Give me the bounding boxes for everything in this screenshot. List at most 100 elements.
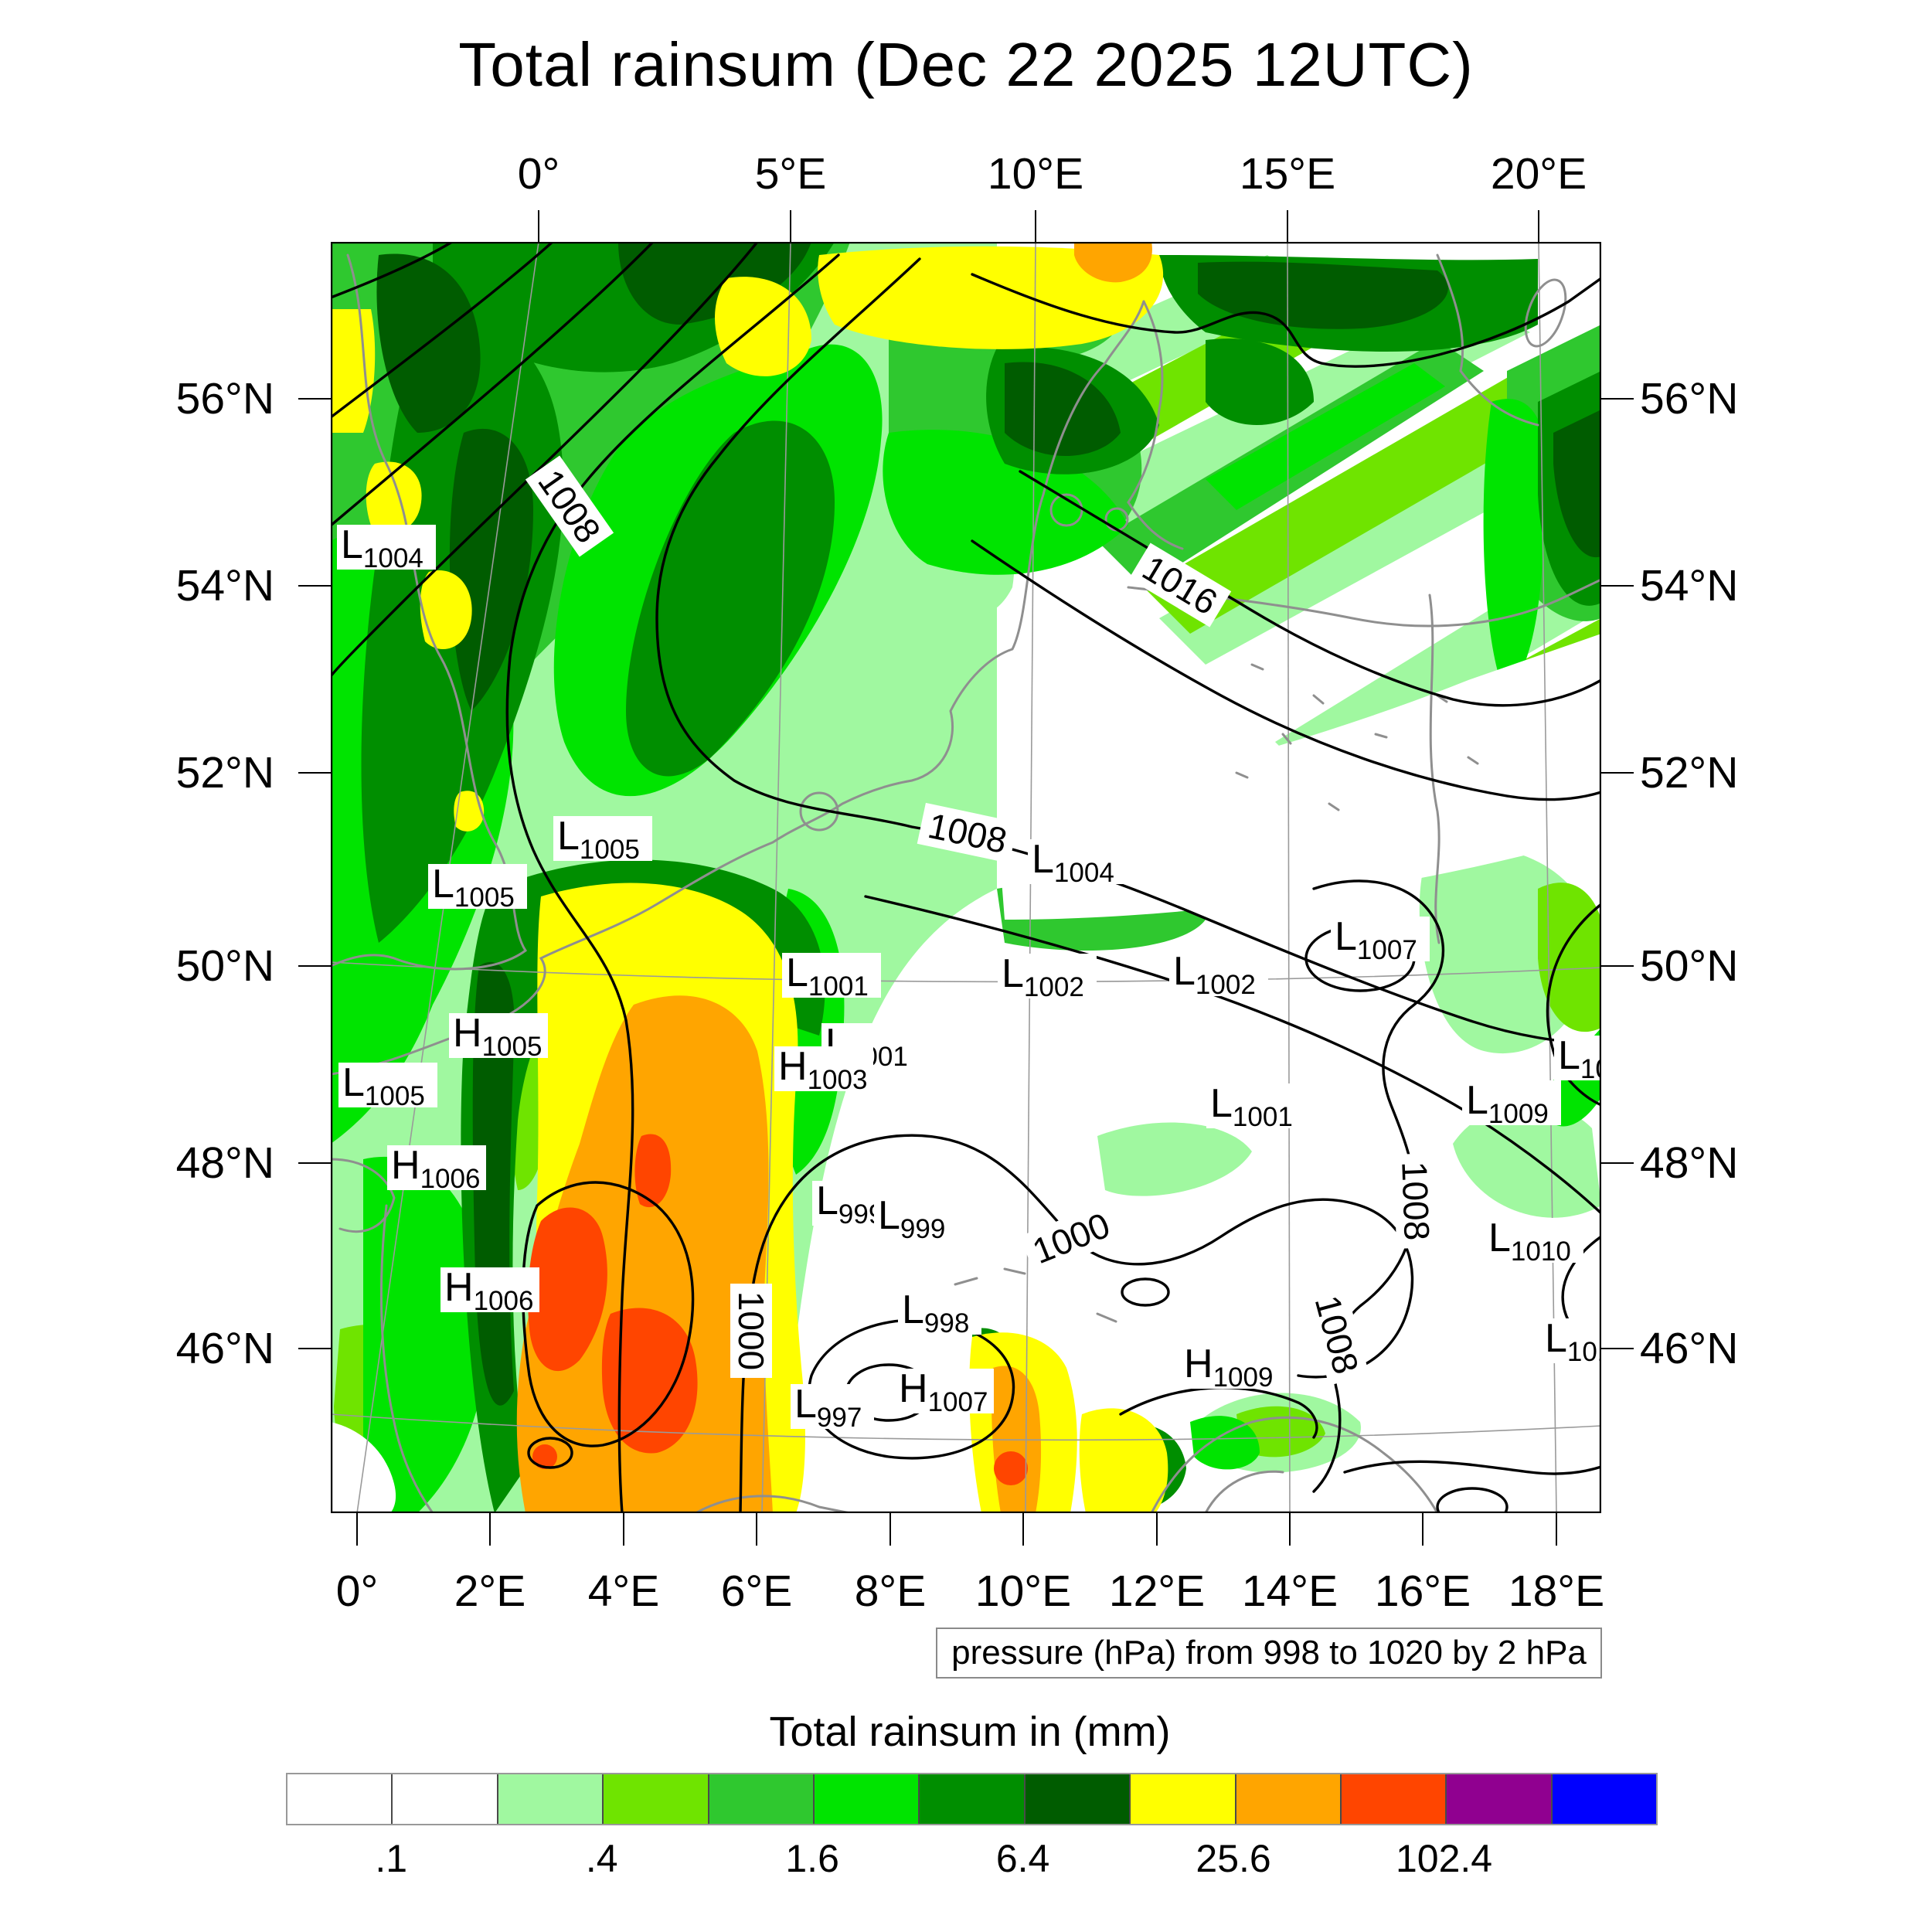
colorbar-cell [391,1774,497,1824]
right-axis-tick [1601,398,1634,400]
isobar-value-label: 1008 [1393,1153,1439,1249]
bottom-axis-tick [1289,1513,1291,1546]
right-axis-label: 56°N [1640,374,1739,423]
pressure-center-label-L1004: L1004 [337,522,436,573]
colorbar-cell [1339,1774,1446,1824]
pressure-center-label-H1009: H1009 [1180,1342,1279,1393]
left-axis-label: 50°N [175,941,274,991]
top-axis-label: 10°E [987,149,1084,199]
pressure-center-label-L1002: L1002 [998,951,1097,1002]
left-axis-tick [298,1162,331,1164]
isobar-contours [331,242,1601,1513]
top-axis-tick [1035,210,1036,242]
colorbar-cell [1234,1774,1340,1824]
bottom-axis-label: 8°E [854,1566,927,1616]
page-title: Total rainsum (Dec 22 2025 12UTC) [458,30,1474,99]
bottom-axis-label: 10°E [975,1566,1072,1616]
bottom-axis-tick [1422,1513,1423,1546]
pressure-center-label-L1007: L1007 [1331,914,1430,965]
right-axis-tick [1601,1348,1634,1349]
pressure-center-label-L1005: L1005 [553,814,652,865]
coastlines [331,253,1601,1513]
pressure-center-label-L101: L101 [1541,1316,1601,1367]
colorbar-tick-label: 1.6 [785,1837,839,1880]
left-axis-tick [298,1348,331,1349]
colorbar-cell [287,1774,392,1824]
bottom-axis-tick [623,1513,624,1546]
pressure-center-label-L999: L999 [874,1193,957,1244]
colorbar-tick-label: .4 [585,1837,618,1880]
isobar-value-label: 1000 [730,1284,772,1378]
colorbar-cell [918,1774,1024,1824]
left-axis-label: 52°N [175,748,274,798]
colorbar-cell [1023,1774,1130,1824]
bottom-axis-label: 18°E [1508,1566,1605,1616]
right-axis-label: 54°N [1640,561,1739,611]
bottom-axis-label: 12°E [1108,1566,1206,1616]
pressure-center-label-H1003: H1003 [774,1044,873,1095]
bottom-axis-tick [1156,1513,1158,1546]
left-axis-label: 46°N [175,1324,274,1373]
top-axis-tick [790,210,791,242]
right-axis-label: 52°N [1640,748,1739,798]
bottom-axis-label: 0° [335,1566,379,1616]
bottom-axis-tick [1022,1513,1024,1546]
colorbar-tick-label: .1 [375,1837,408,1880]
pressure-center-label-L1009: L1009 [1462,1078,1561,1129]
colorbar [286,1773,1658,1825]
pressure-center-label-H1005: H1005 [449,1011,548,1062]
pressure-center-label-L997: L997 [791,1382,874,1433]
right-axis-tick [1601,585,1634,587]
colorbar-cell [602,1774,708,1824]
top-axis-label: 15°E [1239,149,1336,199]
bottom-axis-label: 4°E [587,1566,660,1616]
left-axis-tick [298,398,331,400]
bottom-axis-tick [756,1513,757,1546]
colorbar-cell [496,1774,603,1824]
left-axis-tick [298,585,331,587]
colorbar-cell [1445,1774,1551,1824]
colorbar-tick-label: 6.4 [995,1837,1050,1880]
right-axis-label: 50°N [1640,941,1739,991]
colorbar-tick-label: 102.4 [1395,1837,1493,1880]
pressure-center-label-L1005: L1005 [428,862,527,913]
pressure-center-label-L1004: L1004 [1028,837,1127,888]
left-axis-label: 48°N [175,1138,274,1188]
bottom-axis-tick [889,1513,891,1546]
top-axis-label: 20°E [1490,149,1587,199]
top-axis-tick [538,210,539,242]
bottom-axis-label: 2°E [454,1566,526,1616]
pressure-center-label-L1001: L1001 [782,951,881,1002]
pressure-center-label-H1006: H1006 [387,1143,486,1194]
top-axis-label: 5°E [754,149,827,199]
colorbar-cell [707,1774,813,1824]
left-axis-tick [298,965,331,967]
pressure-center-label-H1007: H1007 [895,1366,994,1417]
top-axis-label: 0° [517,149,560,199]
colorbar-cell [812,1774,919,1824]
bottom-axis-tick [1556,1513,1557,1546]
pressure-center-label-L1005: L1005 [338,1060,437,1111]
right-axis-tick [1601,965,1634,967]
pressure-center-label-L10: L10 [1554,1033,1601,1084]
colorbar-cell [1129,1774,1235,1824]
right-axis-tick [1601,1162,1634,1164]
bottom-axis-label: 14°E [1241,1566,1338,1616]
left-axis-tick [298,772,331,774]
pressure-center-label-L1010: L1010 [1485,1216,1583,1267]
colorbar-tick-label: 25.6 [1196,1837,1271,1880]
legend-title: Total rainsum in (mm) [769,1709,1171,1755]
bottom-axis-tick [489,1513,491,1546]
top-axis-tick [1287,210,1288,242]
right-axis-tick [1601,772,1634,774]
svg-text:1000: 1000 [731,1291,771,1370]
bottom-axis-label: 16°E [1374,1566,1471,1616]
pressure-center-label-H1006: H1006 [440,1265,539,1316]
colorbar-cell [1550,1774,1657,1824]
left-axis-label: 56°N [175,374,274,423]
map-frame [331,242,1601,1513]
pressure-center-label-L1001: L1001 [1206,1081,1305,1132]
top-axis-tick [1538,210,1539,242]
left-axis-label: 54°N [175,561,274,611]
